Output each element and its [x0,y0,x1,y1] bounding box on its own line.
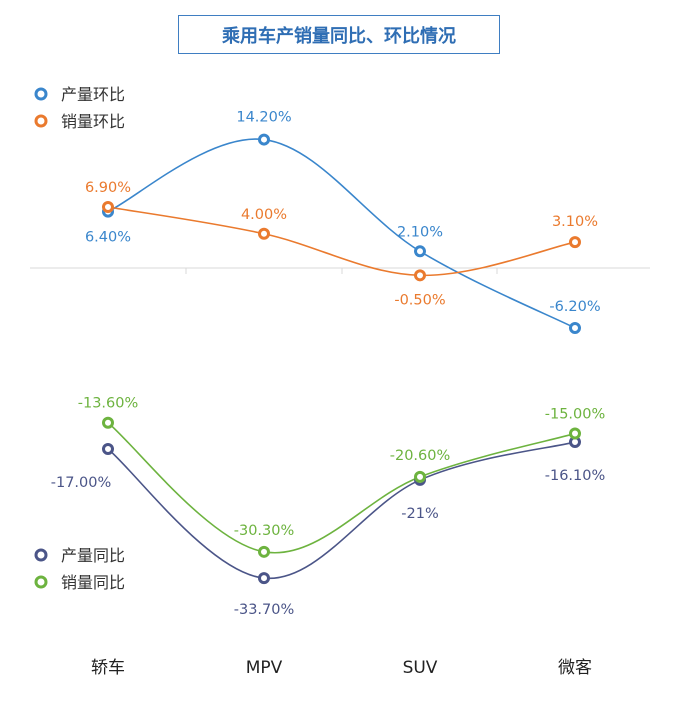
legend-label-sales-mom: 销量环比 [61,112,125,131]
data-label: -6.20% [549,299,600,315]
data-point [414,470,426,483]
data-label: 2.10% [397,224,443,240]
data-point [102,443,114,456]
category-label: 轿车 [91,658,125,678]
legend-yoy: 产量同比 销量同比 [34,546,125,592]
data-label: -20.60% [390,448,451,464]
category-axis-labels: 轿车 MPV SUV 微客 [91,658,592,678]
data-point [569,427,581,440]
data-point [102,200,114,213]
data-point [569,236,581,249]
data-point [258,572,270,585]
category-label: SUV [403,658,438,678]
data-point [102,416,114,429]
legend-marker-production-yoy [34,548,48,562]
data-point [569,321,581,334]
data-point [258,545,270,558]
series-line-1-1 [107,422,576,554]
data-label: -17.00% [51,475,112,491]
legend-label-production-mom: 产量环比 [61,85,125,104]
chart-title: 乘用车产销量同比、环比情况 [178,15,500,54]
series-line-1-0 [107,441,576,579]
data-label: -21% [401,506,438,522]
legend-label-production-yoy: 产量同比 [61,546,125,565]
data-point [414,269,426,282]
legend-marker-sales-yoy [34,575,48,589]
data-point [258,133,270,146]
data-label: -30.30% [234,523,295,539]
legend-marker-production-mom [34,87,48,101]
category-label: MPV [246,658,283,678]
series-lines [107,138,576,579]
data-label: -33.70% [234,602,295,618]
legend-mom: 产量环比 销量环比 [34,85,125,131]
legend-label-sales-yoy: 销量同比 [61,573,125,592]
data-label: -13.60% [78,396,139,412]
data-point [414,245,426,258]
series-points [102,133,581,585]
category-label: 微客 [558,658,592,678]
data-point [258,227,270,240]
data-label: 6.90% [85,180,131,196]
series-line-0-1 [107,206,576,277]
data-label: 3.10% [552,214,598,230]
data-labels: 6.40% 14.20% 2.10% -6.20% 6.90% 4.00% -0.50% 3.… [51,110,606,619]
data-label: 4.00% [241,207,287,223]
data-label: 6.40% [85,230,131,246]
legend-marker-sales-mom [34,114,48,128]
data-label: 14.20% [236,110,291,126]
data-label: -15.00% [545,407,606,423]
data-label: -0.50% [394,292,445,308]
series-line-0-0 [107,138,576,329]
data-label: -16.10% [545,468,606,484]
